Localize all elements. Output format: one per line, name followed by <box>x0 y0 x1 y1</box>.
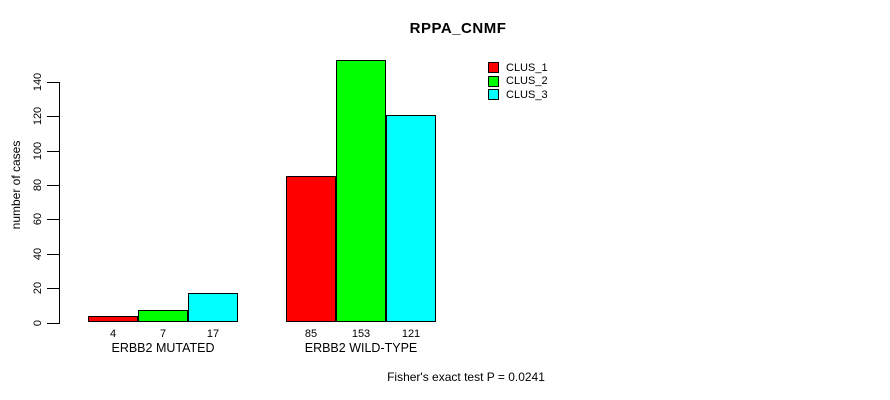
legend-swatch-icon <box>488 75 499 87</box>
y-axis-tick <box>47 150 59 152</box>
bar-clus_1-2 <box>286 176 336 323</box>
y-axis-tick <box>47 288 59 290</box>
y-axis-tick <box>47 219 59 221</box>
bar-value-label: 85 <box>304 327 318 340</box>
category-label: ERBB2 MUTATED <box>111 341 215 355</box>
legend-swatch-icon <box>488 62 499 73</box>
y-tick-label: 80 <box>32 178 44 192</box>
annotation-text: Fisher's exact test P = 0.0241 <box>387 370 545 384</box>
legend-label: CLUS_3 <box>506 88 548 101</box>
y-axis-tick <box>47 185 59 187</box>
y-axis-tick <box>47 322 59 324</box>
bar-value-label: 17 <box>206 327 220 340</box>
legend: CLUS_1 CLUS_2 CLUS_3 <box>488 61 548 101</box>
y-tick-label: 100 <box>32 141 44 160</box>
y-tick-label: 20 <box>32 282 44 295</box>
bar-clus_2-2 <box>336 59 386 323</box>
legend-item-clus_2: CLUS_2 <box>488 75 548 87</box>
y-tick-label: 120 <box>32 107 44 126</box>
bar-clus_1-1 <box>88 315 138 323</box>
bar-value-label: 4 <box>109 327 117 340</box>
y-axis-tick <box>47 253 59 255</box>
bar-clus_3-2 <box>386 114 436 323</box>
legend-label: CLUS_1 <box>506 61 548 74</box>
legend-swatch-icon <box>488 89 499 100</box>
legend-item-clus_1: CLUS_1 <box>488 61 548 74</box>
y-tick-label: 0 <box>32 319 44 326</box>
bar-clus_3-1 <box>188 293 238 323</box>
bar-value-label: 7 <box>159 327 167 340</box>
y-axis-label: number of cases <box>9 140 23 230</box>
category-label: ERBB2 WILD-TYPE <box>304 341 418 355</box>
y-tick-label: 60 <box>32 213 44 226</box>
bar-value-label: 153 <box>351 327 371 340</box>
y-axis-tick <box>47 82 59 83</box>
legend-item-clus_3: CLUS_3 <box>488 88 548 101</box>
y-tick-label: 140 <box>32 72 44 92</box>
bar-value-label: 121 <box>401 327 421 340</box>
bar-clus_2-1 <box>138 310 188 323</box>
y-axis-tick <box>47 116 59 118</box>
y-tick-label: 40 <box>32 247 44 260</box>
y-axis-line <box>59 82 60 324</box>
legend-label: CLUS_2 <box>506 75 548 87</box>
chart-title: RPPA_CNMF <box>409 20 507 37</box>
